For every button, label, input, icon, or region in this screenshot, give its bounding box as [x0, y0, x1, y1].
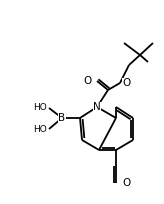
Text: O: O — [122, 178, 130, 188]
Text: HO: HO — [33, 124, 47, 133]
Text: HO: HO — [33, 103, 47, 112]
Text: O: O — [84, 76, 92, 86]
Text: N: N — [93, 102, 101, 112]
Text: B: B — [58, 113, 66, 123]
Text: O: O — [122, 78, 130, 88]
